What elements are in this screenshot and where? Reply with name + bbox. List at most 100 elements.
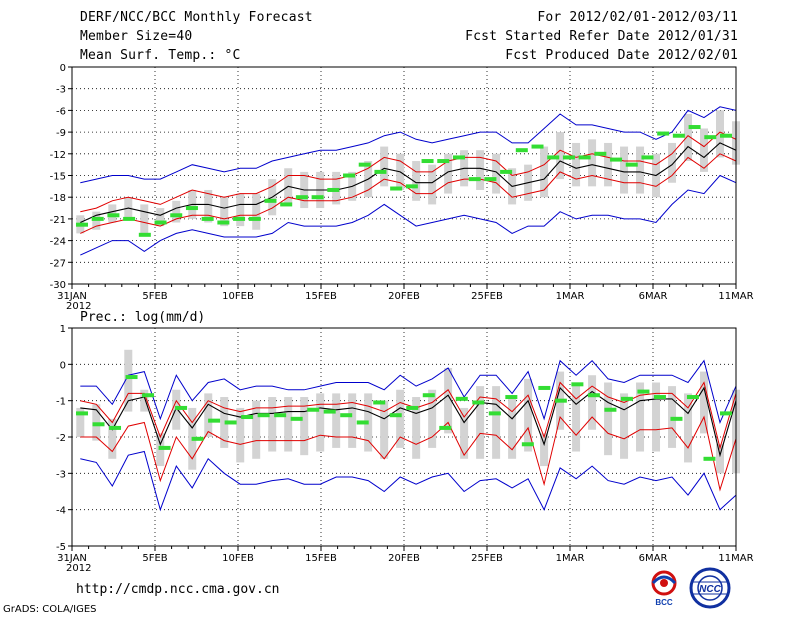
prec-spread-box [700,371,709,434]
temp-observed-mark [594,151,607,156]
prec-ytick-label: 1 [60,324,66,335]
prec-spread-box [252,400,261,459]
temp-ytick-label: -9 [56,128,66,139]
temp-spread-box [204,189,213,223]
prec-observed-mark [340,413,353,418]
temp-spread-box [444,153,453,194]
prec-spread-box [620,393,629,459]
prec-outer-lower-line [80,450,737,512]
prec-observed-mark [720,411,732,416]
temp-xtick-label: 31JAN [57,291,87,302]
prec-ytick-label: 0 [60,360,66,371]
prec-xtick-label: 10FEB [222,553,254,564]
temp-observed-mark [138,232,151,237]
prec-spread-box [108,418,117,459]
forecast-started-label: Fcst Started Refer Date 2012/01/31 [465,29,738,44]
temp-observed-mark [390,186,403,191]
temp-observed-mark [531,144,544,149]
prec-spread-box [140,389,149,412]
chart-title: DERF/NCC/BCC Monthly Forecast [80,10,313,25]
temp-spread-box [700,128,709,172]
prec-ytick-label: -1 [56,397,66,408]
temp-spread-box [140,204,149,234]
temp-ensemble-mean-line [80,142,737,224]
temp-observed-mark [405,184,418,189]
temp-spread-box [252,193,261,230]
temp-spread-box [172,200,181,223]
temp-observed-mark [657,131,670,136]
temp-observed-mark [704,135,717,140]
prec-spread-box [444,367,453,434]
prec-spread-box [476,386,485,459]
prec-observed-mark [224,420,237,425]
temp-spread-box [412,161,421,201]
temp-ytick-label: -12 [50,150,66,161]
precip-panel-label: Prec.: log(mm/d) [80,310,206,325]
prec-observed-mark [620,396,633,401]
website-url[interactable]: http://cmdp.ncc.cma.gov.cn [76,582,280,597]
prec-spread-box [460,407,469,459]
temp-xtick-label: 10FEB [222,291,254,302]
temp-inner-upper-line [80,131,737,213]
member-size-label: Member Size=40 [80,29,193,44]
prec-observed-mark [191,436,204,441]
temp-observed-mark [327,187,340,192]
temp-spread-box [668,142,677,183]
temp-observed-mark [468,177,481,182]
prec-year-label: 2012 [66,563,91,574]
temp-observed-mark [610,157,623,162]
prec-observed-mark [686,395,699,400]
prec-observed-mark [670,416,683,421]
temp-spread-box [236,193,245,227]
temp-observed-mark [280,202,293,207]
temp-observed-mark [484,177,497,182]
prec-inner-lower-line [80,415,737,492]
prec-spread-box [204,393,213,437]
prec-spread-box [428,389,437,448]
temp-observed-mark [500,169,513,174]
forecast-produced-label: Fcst Produced Date 2012/02/01 [505,48,738,63]
prec-observed-mark [472,400,485,405]
temp-outer-upper-line [80,106,737,184]
prec-spread-box [588,375,597,430]
prec-observed-mark [208,418,221,423]
prec-observed-mark [257,413,270,418]
prec-xtick-label: 25FEB [471,553,503,564]
temp-ytick-label: -15 [50,172,66,183]
temp-observed-mark [358,162,371,167]
prec-observed-mark [422,393,435,398]
temp-xtick-label: 25FEB [471,291,503,302]
temp-spread-box [476,150,485,190]
prec-observed-mark [142,393,155,398]
temp-spread-box [572,142,581,187]
temp-observed-mark [185,206,198,211]
prec-observed-mark [521,442,534,447]
temp-ytick-label: 0 [60,63,66,74]
prec-observed-mark [439,425,452,430]
temp-spread-box [220,197,229,227]
prec-spread-box [300,397,309,456]
prec-observed-mark [76,411,88,416]
prec-observed-mark [505,395,518,400]
prec-outer-upper-line [80,359,737,425]
temp-spread-box [540,146,549,198]
prec-observed-mark [356,420,369,425]
temp-ytick-label: -21 [50,215,66,226]
prec-xtick-label: 1MAR [556,553,585,564]
temp-observed-mark [107,213,120,218]
prec-spread-box [652,382,661,452]
prec-observed-mark [274,413,287,418]
ncc-logo-text: NCC [699,584,721,595]
prec-spread-box [268,397,277,452]
prec-spread-box [124,349,133,412]
temp-observed-mark [91,216,104,221]
temp-observed-mark [641,155,654,160]
temp-xtick-label: 6MAR [639,291,668,302]
prec-observed-mark [703,456,716,461]
temp-ytick-label: -3 [56,85,66,96]
temp-xtick-label: 1MAR [556,291,585,302]
temp-observed-mark [688,125,701,130]
prec-spread-box [636,382,645,452]
